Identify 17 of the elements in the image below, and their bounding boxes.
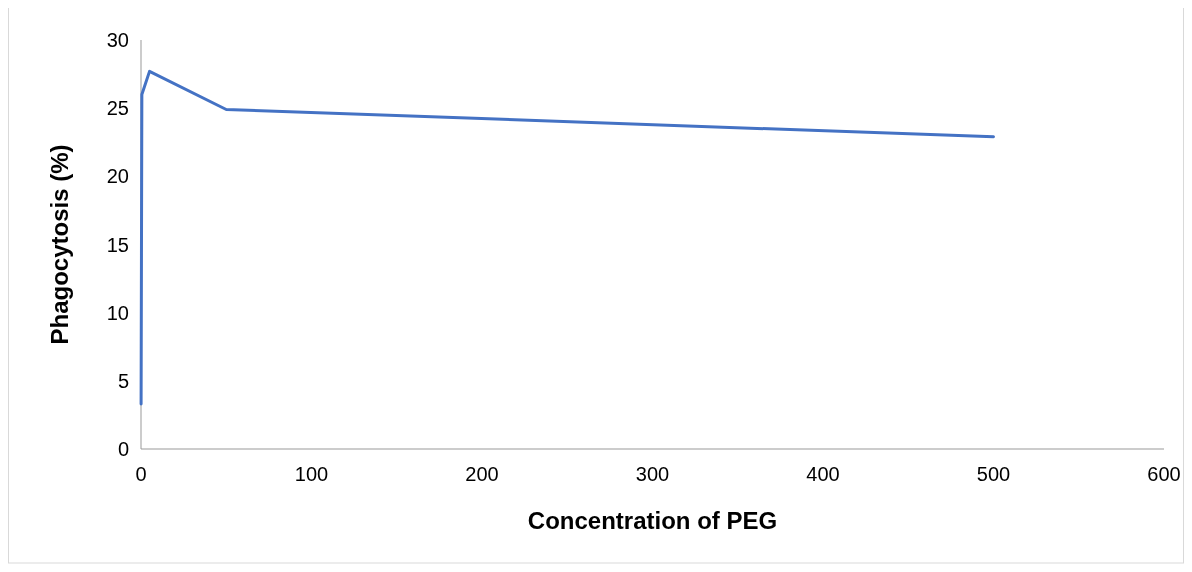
y-tick-label: 20 xyxy=(106,165,129,188)
x-tick-label: 100 xyxy=(294,463,329,485)
y-tick-label: 0 xyxy=(117,438,129,460)
x-tick-label: 400 xyxy=(806,463,840,485)
y-tick-label: 30 xyxy=(106,29,129,51)
y-tick-label: 5 xyxy=(117,369,129,392)
line-series xyxy=(139,69,995,406)
x-tick-label: 500 xyxy=(976,463,1011,485)
x-tick-label: 0 xyxy=(135,463,147,485)
y-tick-label: 25 xyxy=(106,97,129,120)
y-axis-title: Phagocytosis (%) xyxy=(46,144,73,345)
y-tick-label: 10 xyxy=(106,301,129,324)
x-tick-label: 300 xyxy=(635,463,670,485)
x-tick-label: 200 xyxy=(465,463,499,485)
x-axis-title: Concentration of PEG xyxy=(527,507,778,534)
y-tick-label: 15 xyxy=(106,233,129,256)
x-tick-label: 600 xyxy=(1147,463,1181,485)
